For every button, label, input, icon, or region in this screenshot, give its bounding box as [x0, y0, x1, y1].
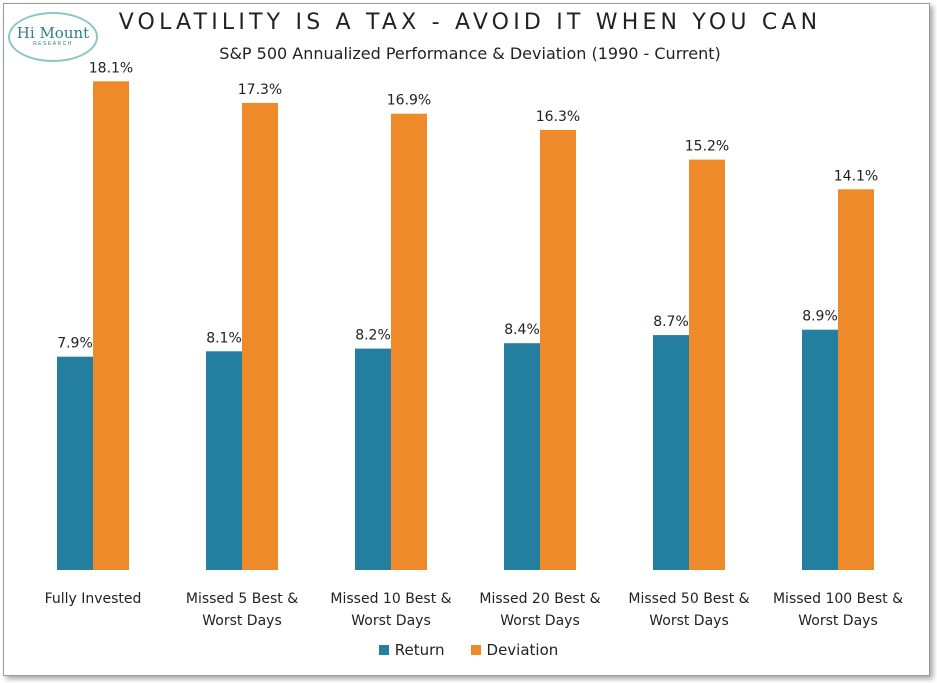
- bar-return-3: [504, 343, 540, 570]
- category-label-5-line-0: Missed 100 Best &: [773, 591, 903, 607]
- bar-return-0: [57, 356, 93, 570]
- hi-mount-logo: Hi Mount RESEARCH: [8, 12, 98, 62]
- category-label-4-line-0: Missed 50 Best &: [628, 591, 749, 607]
- data-label-return-1: 8.1%: [206, 330, 242, 346]
- bar-deviation-4: [689, 159, 725, 570]
- chart-title: VOLATILITY IS A TAX - AVOID IT WHEN YOU …: [118, 10, 822, 35]
- data-label-deviation-1: 17.3%: [238, 82, 282, 98]
- legend-label-deviation: Deviation: [486, 641, 559, 659]
- data-label-deviation-3: 16.3%: [536, 109, 580, 125]
- data-label-deviation-2: 16.9%: [387, 93, 431, 109]
- bar-deviation-0: [93, 81, 129, 571]
- bar-return-4: [653, 335, 689, 570]
- data-label-deviation-0: 18.1%: [89, 60, 133, 76]
- category-label-1-line-1: Worst Days: [202, 613, 282, 629]
- category-label-2-line-1: Worst Days: [351, 613, 431, 629]
- data-label-return-0: 7.9%: [57, 336, 93, 352]
- data-label-return-4: 8.7%: [653, 314, 689, 330]
- data-label-return-5: 8.9%: [802, 309, 838, 325]
- bar-return-5: [802, 329, 838, 570]
- legend-item-return: Return: [378, 641, 445, 659]
- legend-label-return: Return: [394, 641, 445, 659]
- category-label-2-line-0: Missed 10 Best &: [330, 591, 451, 607]
- category-label-3-line-1: Worst Days: [500, 613, 580, 629]
- category-label-5-line-1: Worst Days: [798, 613, 878, 629]
- logo-text: Hi Mount: [16, 24, 90, 42]
- category-label-0-line-0: Fully Invested: [45, 591, 142, 607]
- bar-return-1: [206, 351, 242, 570]
- bar-deviation-1: [242, 102, 278, 571]
- legend-swatch-return: [378, 645, 389, 655]
- logo-subtext: RESEARCH: [33, 41, 73, 47]
- category-label-4-line-1: Worst Days: [649, 613, 729, 629]
- bar-deviation-2: [391, 113, 427, 570]
- legend-item-deviation: Deviation: [470, 641, 559, 659]
- chart-frame: [3, 3, 930, 676]
- chart-legend: Return Deviation: [0, 641, 937, 659]
- category-label-3-line-0: Missed 20 Best &: [479, 591, 600, 607]
- data-label-deviation-4: 15.2%: [685, 139, 729, 155]
- chart-subtitle: S&P 500 Annualized Performance & Deviati…: [219, 44, 721, 63]
- data-label-return-2: 8.2%: [355, 328, 391, 344]
- legend-swatch-deviation: [470, 645, 481, 655]
- data-label-deviation-5: 14.1%: [834, 168, 878, 184]
- category-label-1-line-0: Missed 5 Best &: [186, 591, 298, 607]
- bar-deviation-5: [838, 189, 874, 571]
- bar-deviation-3: [540, 129, 576, 570]
- data-label-return-3: 8.4%: [504, 322, 540, 338]
- bar-return-2: [355, 348, 391, 570]
